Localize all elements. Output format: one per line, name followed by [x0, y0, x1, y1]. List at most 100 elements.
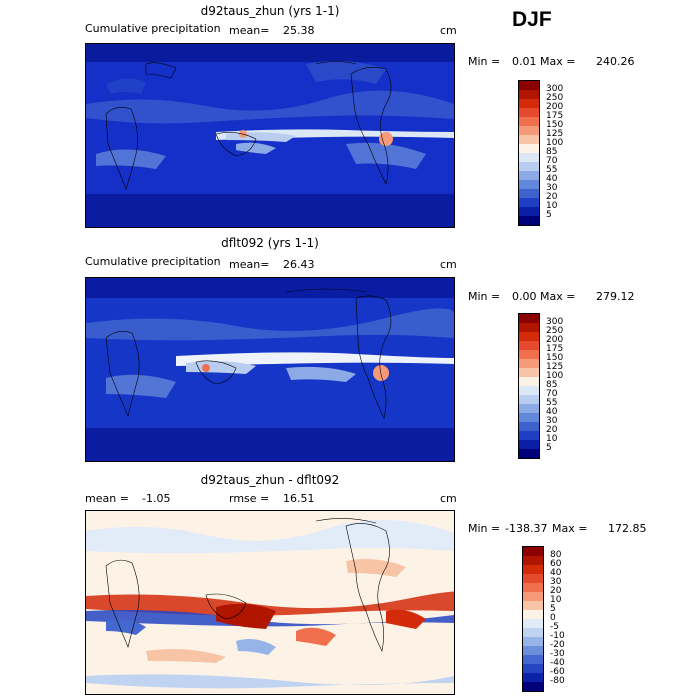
panel3-rmse-value: 16.51	[283, 492, 315, 505]
colorbar-level-label: 80	[550, 549, 562, 560]
colorbar-swatch	[519, 216, 539, 225]
colorbar-swatch	[519, 153, 539, 162]
colorbar-swatch	[523, 619, 543, 628]
colorbar-swatch	[523, 673, 543, 682]
panel2-mean-value: 26.43	[283, 258, 315, 271]
colorbar-swatch	[523, 682, 543, 691]
colorbar-swatch	[519, 171, 539, 180]
colorbar-level-label: 125	[546, 361, 564, 372]
colorbar-swatch	[519, 332, 539, 341]
season-label: DJF	[512, 8, 552, 31]
colorbar-swatch	[519, 413, 539, 422]
colorbar-level-label: 40	[546, 173, 558, 184]
colorbar-swatch	[519, 99, 539, 108]
panel2-min-value: 0.00	[512, 290, 537, 303]
colorbar-swatch	[523, 574, 543, 583]
colorbar-level-label: 300	[546, 316, 564, 327]
colorbar-level-label: -20	[550, 639, 565, 650]
colorbar-level-label: 20	[546, 424, 558, 435]
panel3-colorbar-labels: 80 60 40 30 20 10 5 0 -5 -10 -20 -30 -40 -60 -80	[550, 546, 590, 692]
colorbar-swatch	[519, 386, 539, 395]
panel1-mean-value: 25.38	[283, 24, 315, 37]
panel1-colorbar	[518, 80, 540, 226]
colorbar-level-label: 40	[550, 567, 562, 578]
colorbar-level-label: 5	[546, 209, 552, 220]
colorbar-swatch	[519, 404, 539, 413]
colorbar-swatch	[523, 637, 543, 646]
panel3-title: d92taus_zhun - dflt092	[200, 473, 340, 487]
panel3-max-value: 172.85	[608, 522, 647, 535]
colorbar-swatch	[523, 601, 543, 610]
colorbar-swatch	[519, 449, 539, 458]
colorbar-swatch	[523, 547, 543, 556]
colorbar-level-label: 20	[550, 585, 562, 596]
panel3-rmse-label: rmse =	[229, 492, 270, 505]
colorbar-level-label: 30	[546, 182, 558, 193]
panel1-max-value: 240.26	[596, 55, 635, 68]
panel2-map-plot	[86, 278, 454, 461]
colorbar-level-label: -30	[550, 648, 565, 659]
panel1-max-label: Max =	[540, 55, 576, 68]
colorbar-level-label: -40	[550, 657, 565, 668]
panel1-description: Cumulative precipitation	[85, 22, 221, 35]
colorbar-swatch	[519, 126, 539, 135]
colorbar-level-label: 60	[550, 558, 562, 569]
panel3-map	[85, 510, 455, 695]
panel1-units: cm	[440, 24, 457, 37]
colorbar-level-label: 10	[550, 594, 562, 605]
colorbar-swatch	[519, 90, 539, 99]
colorbar-level-label: 175	[546, 343, 564, 354]
colorbar-swatch	[523, 646, 543, 655]
panel2-mean-label: mean=	[229, 258, 270, 271]
colorbar-swatch	[519, 350, 539, 359]
panel3-colorbar	[522, 546, 544, 692]
colorbar-swatch	[519, 323, 539, 332]
colorbar-level-label: 100	[546, 137, 564, 148]
colorbar-swatch	[519, 422, 539, 431]
colorbar-level-label: 5	[550, 603, 556, 614]
panel2-max-label: Max =	[540, 290, 576, 303]
panel2-map	[85, 277, 455, 462]
colorbar-level-label: 5	[546, 442, 552, 453]
colorbar-swatch	[519, 359, 539, 368]
colorbar-swatch	[519, 162, 539, 171]
colorbar-swatch	[523, 610, 543, 619]
colorbar-level-label: 300	[546, 83, 564, 94]
colorbar-level-label: 20	[546, 191, 558, 202]
panel1-map-plot	[86, 44, 454, 227]
colorbar-swatch	[519, 81, 539, 90]
colorbar-swatch	[523, 592, 543, 601]
colorbar-level-label: -5	[550, 621, 559, 632]
panel2-colorbar-labels: 300 250 200 175 150 125 100 85 70 55 40 30 20 10 5	[546, 313, 586, 459]
colorbar-level-label: 85	[546, 379, 558, 390]
colorbar-level-label: 150	[546, 119, 564, 130]
panel1-min-label: Min =	[468, 55, 501, 68]
colorbar-level-label: 10	[546, 433, 558, 444]
panel1-min-value: 0.01	[512, 55, 537, 68]
colorbar-swatch	[519, 314, 539, 323]
colorbar-swatch	[519, 431, 539, 440]
panel2-colorbar	[518, 313, 540, 459]
colorbar-level-label: 10	[546, 200, 558, 211]
colorbar-level-label: 70	[546, 155, 558, 166]
colorbar-level-label: 150	[546, 352, 564, 363]
panel2-title: dflt092 (yrs 1-1)	[221, 236, 319, 250]
panel1-map	[85, 43, 455, 228]
colorbar-swatch	[523, 655, 543, 664]
panel2-units: cm	[440, 258, 457, 271]
panel3-min-value: -138.37	[505, 522, 548, 535]
colorbar-level-label: 0	[550, 612, 556, 623]
colorbar-level-label: 55	[546, 164, 558, 175]
colorbar-swatch	[523, 556, 543, 565]
colorbar-swatch	[519, 180, 539, 189]
colorbar-level-label: 70	[546, 388, 558, 399]
panel3-units: cm	[440, 492, 457, 505]
colorbar-level-label: -80	[550, 675, 565, 686]
panel1-title: d92taus_zhun (yrs 1-1)	[200, 4, 340, 18]
panel1-colorbar-labels: 300 250 200 175 150 125 100 85 70 55 40 30 20 10 5	[546, 80, 586, 226]
colorbar-level-label: 30	[546, 415, 558, 426]
colorbar-swatch	[519, 341, 539, 350]
colorbar-swatch	[519, 189, 539, 198]
colorbar-swatch	[519, 117, 539, 126]
panel3-map-plot	[86, 511, 454, 694]
